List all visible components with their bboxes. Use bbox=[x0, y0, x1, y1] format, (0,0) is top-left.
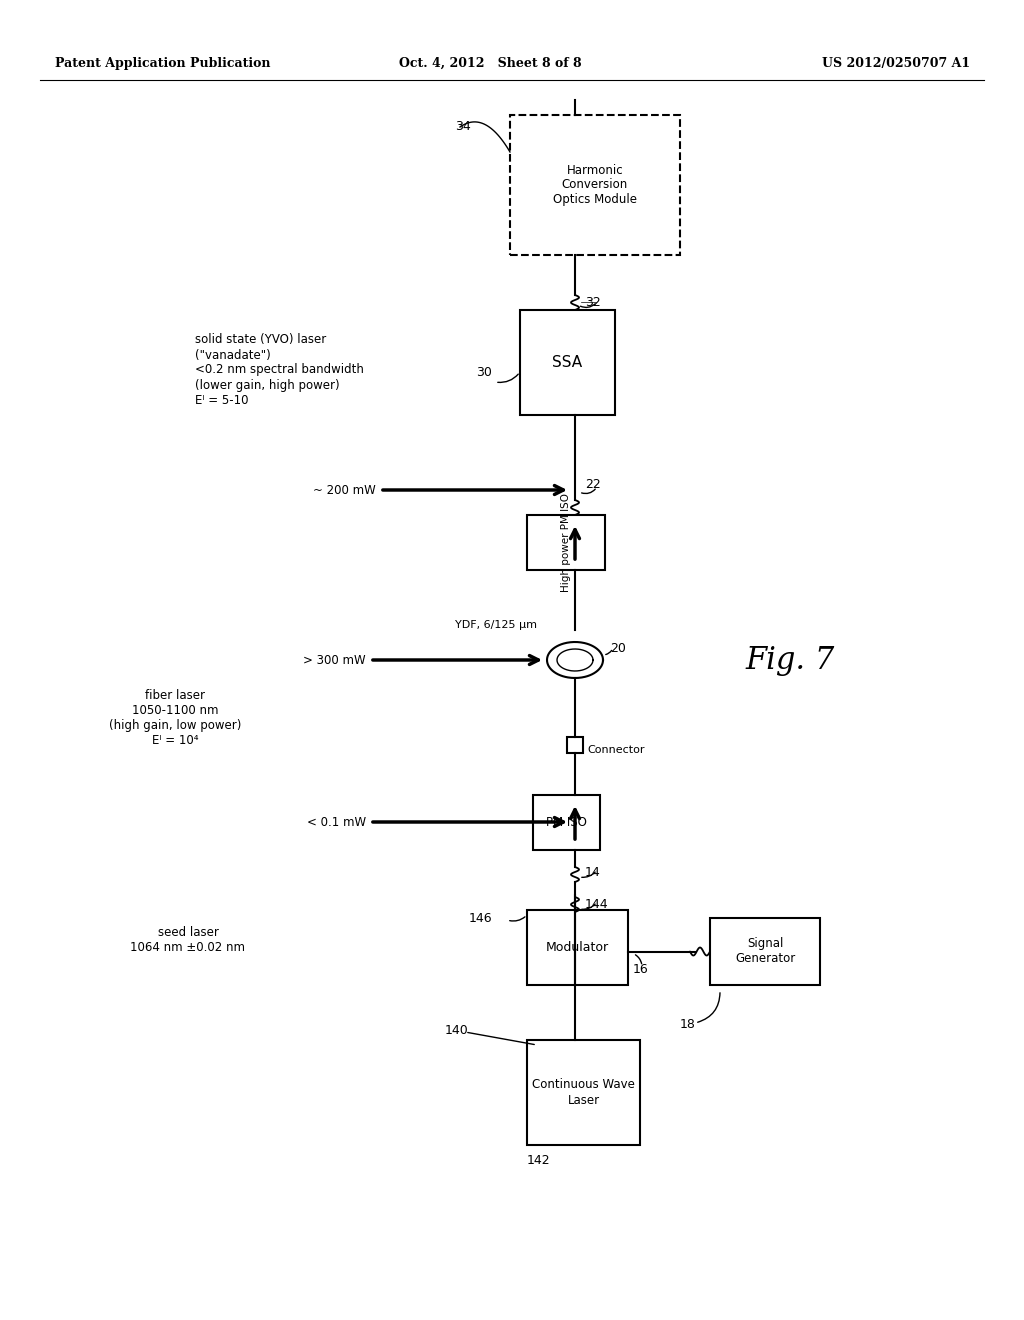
Text: > 300 mW: > 300 mW bbox=[303, 653, 366, 667]
Text: PM ISO: PM ISO bbox=[546, 816, 587, 829]
Text: solid state (YVO) laser
("vanadate")
<0.2 nm spectral bandwidth
(lower gain, hig: solid state (YVO) laser ("vanadate") <0.… bbox=[195, 334, 364, 407]
Text: Harmonic
Conversion
Optics Module: Harmonic Conversion Optics Module bbox=[553, 164, 637, 206]
Text: 14: 14 bbox=[585, 866, 601, 879]
Text: 18: 18 bbox=[680, 1019, 696, 1031]
Bar bbox=[520, 310, 615, 414]
Text: 142: 142 bbox=[527, 1154, 551, 1167]
Text: Oct. 4, 2012   Sheet 8 of 8: Oct. 4, 2012 Sheet 8 of 8 bbox=[398, 57, 582, 70]
Text: < 0.1 mW: < 0.1 mW bbox=[307, 816, 366, 829]
Text: 30: 30 bbox=[476, 366, 492, 379]
Text: 146: 146 bbox=[468, 912, 492, 924]
Text: 144: 144 bbox=[585, 899, 608, 912]
Bar bbox=[534, 795, 600, 850]
Text: 34: 34 bbox=[455, 120, 471, 133]
Bar bbox=[527, 515, 605, 570]
Text: 140: 140 bbox=[445, 1023, 469, 1036]
Text: 22: 22 bbox=[585, 479, 601, 491]
Bar bbox=[710, 917, 820, 985]
Bar bbox=[527, 909, 628, 985]
Text: High power PM ISO: High power PM ISO bbox=[561, 492, 571, 591]
Text: seed laser
1064 nm ±0.02 nm: seed laser 1064 nm ±0.02 nm bbox=[130, 927, 246, 954]
Text: fiber laser
1050-1100 nm
(high gain, low power)
Eᴵ = 10⁴: fiber laser 1050-1100 nm (high gain, low… bbox=[109, 689, 242, 747]
Text: 16: 16 bbox=[633, 964, 649, 975]
Text: ~ 200 mW: ~ 200 mW bbox=[313, 483, 376, 496]
Text: 32: 32 bbox=[585, 296, 601, 309]
Text: Continuous Wave
Laser: Continuous Wave Laser bbox=[532, 1078, 635, 1106]
Text: 20: 20 bbox=[610, 642, 626, 655]
Text: YDF, 6/125 μm: YDF, 6/125 μm bbox=[455, 620, 537, 630]
Text: Connector: Connector bbox=[587, 744, 644, 755]
Text: SSA: SSA bbox=[552, 355, 583, 370]
Text: US 2012/0250707 A1: US 2012/0250707 A1 bbox=[822, 57, 970, 70]
Bar bbox=[567, 737, 583, 752]
Bar bbox=[527, 1040, 640, 1144]
Bar bbox=[510, 115, 680, 255]
Text: Fig. 7: Fig. 7 bbox=[745, 644, 835, 676]
Text: Patent Application Publication: Patent Application Publication bbox=[55, 57, 270, 70]
Text: Signal
Generator: Signal Generator bbox=[735, 937, 795, 965]
Text: Modulator: Modulator bbox=[546, 941, 609, 954]
